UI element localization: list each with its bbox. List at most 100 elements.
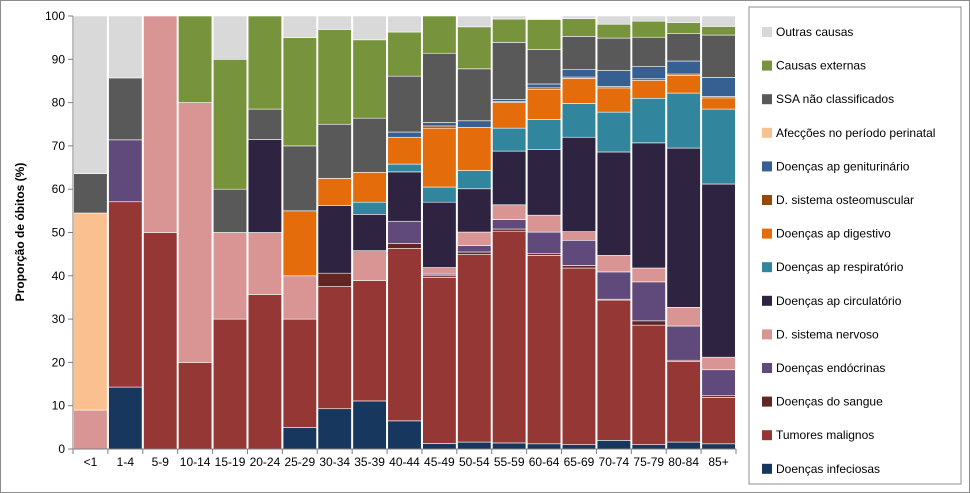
y-tick-label-6: 60: [52, 182, 66, 196]
bar-segment-10-7: [422, 127, 457, 188]
bar-segment-5-12: [247, 15, 282, 110]
legend: Outras causas Causas externas SSA não clas…: [748, 6, 962, 485]
bar-segment-1-11: [108, 77, 143, 141]
bar-segment-13-13: [527, 18, 562, 20]
bar-segment-9-3: [387, 220, 422, 244]
bar-segment-12-0: [492, 442, 527, 450]
x-tick-label-6: 25-29: [284, 455, 315, 469]
bar-segment-16-4: [631, 267, 666, 283]
legend-swatch-0: [762, 27, 772, 37]
legend-box: [748, 6, 962, 485]
y-tick-label-4: 40: [52, 269, 66, 283]
bar-segment-1-0: [108, 386, 143, 450]
legend-swatch-7: [762, 262, 772, 273]
bar-segment-17-11: [666, 33, 701, 62]
bar-segment-13-11: [527, 49, 562, 85]
bar-segment-15-13: [596, 15, 631, 25]
bar-segment-12-12: [492, 18, 527, 43]
bar-segment-17-3: [666, 325, 701, 361]
bar-segment-10-8: [422, 125, 457, 129]
bar-segment-14-11: [561, 36, 597, 70]
x-tick-label-2: 5-9: [152, 455, 170, 469]
bar-segment-9-6: [387, 163, 422, 173]
x-tick-label-16: 75-79: [633, 455, 664, 469]
bar-segment-13-12: [527, 19, 562, 50]
bar-segment-9-12: [387, 31, 422, 77]
bar-segment-13-9: [527, 83, 562, 89]
bar-segment-6-7: [282, 210, 317, 277]
bar-segment-9-13: [387, 15, 422, 33]
bar-segment-11-13: [457, 15, 492, 28]
bar-segment-11-2: [457, 251, 492, 255]
bar-segment-15-7: [596, 87, 631, 113]
bar-segment-10-6: [422, 186, 457, 203]
x-tick-label-17: 80-84: [668, 455, 699, 469]
legend-swatch-3: [762, 127, 772, 138]
bar-segment-11-7: [457, 126, 492, 171]
y-tick-label-8: 80: [52, 96, 66, 110]
bar-segment-10-0: [422, 443, 457, 450]
y-tick-label-1: 10: [52, 399, 66, 413]
bar-segment-14-7: [561, 78, 597, 104]
bar-segment-0-13: [73, 15, 108, 174]
x-tick-label-12: 55-59: [494, 455, 525, 469]
y-tick-label-3: 30: [52, 312, 66, 326]
bar-segment-18-12: [701, 26, 736, 36]
bar-segment-18-11: [701, 34, 736, 78]
bar-segment-14-2: [561, 265, 597, 269]
bar-segment-0-4: [73, 409, 108, 450]
bar-segment-9-7: [387, 136, 422, 165]
bar-segment-7-2: [317, 272, 352, 287]
bar-segment-2-4: [143, 15, 178, 233]
legend-label-10: Doenças endócrinas: [776, 361, 885, 375]
bar-segment-12-7: [492, 102, 527, 129]
bar-segment-9-0: [387, 420, 422, 450]
bar-segment-7-5: [317, 205, 352, 274]
bar-segment-16-6: [631, 97, 666, 144]
bar-segment-8-0: [352, 400, 387, 450]
bar-segment-7-12: [317, 29, 352, 125]
bar-segment-17-5: [666, 147, 701, 308]
legend-label-0: Outras causas: [776, 25, 853, 39]
bar-segment-13-4: [527, 214, 562, 233]
bar-segment-11-6: [457, 170, 492, 190]
bar-segment-18-13: [701, 15, 736, 27]
bar-segment-15-1: [596, 299, 631, 441]
bar-segment-17-6: [666, 92, 701, 149]
x-tick-label-4: 15-19: [215, 455, 246, 469]
bar-segment-13-6: [527, 119, 562, 150]
bar-segment-6-11: [282, 145, 317, 212]
x-tick-label-15: 70-74: [599, 455, 630, 469]
bar-segment-9-2: [387, 243, 422, 249]
bar-segment-16-1: [631, 324, 666, 445]
legend-label-1: Causas externas: [776, 59, 866, 73]
bar-segment-11-11: [457, 68, 492, 122]
bar-segment-14-6: [561, 103, 597, 138]
bar-segment-3-4: [178, 102, 213, 363]
bar-segment-14-3: [561, 239, 597, 266]
x-tick-label-13: 60-64: [529, 455, 560, 469]
bar-segment-16-2: [631, 320, 666, 326]
bar-segment-0-10: [73, 212, 108, 411]
legend-swatch-10: [762, 363, 772, 373]
x-tick-label-1: 1-4: [117, 455, 135, 469]
bar-segment-14-13: [561, 15, 597, 19]
bar-segment-1-1: [108, 201, 143, 388]
legend-swatch-11: [762, 396, 772, 407]
y-axis: 0 10 20 30 40 50 60 70 80 90 100: [45, 9, 74, 456]
legend-swatch-8: [762, 295, 772, 306]
bar-segment-0-11: [73, 173, 108, 214]
x-tick-label-8: 35-39: [354, 455, 385, 469]
x-tick-label-7: 30-34: [319, 455, 350, 469]
legend-swatch-1: [762, 60, 772, 71]
bar-segment-4-11: [212, 188, 248, 233]
legend-swatch-6: [762, 228, 772, 239]
x-tick-label-9: 40-44: [389, 455, 420, 469]
bar-segment-11-1: [457, 254, 492, 443]
legend-label-4: Doenças ap geniturinário: [776, 159, 910, 173]
bar-segment-8-6: [352, 201, 387, 215]
bar-segment-3-12: [178, 15, 213, 103]
bar-segment-16-12: [631, 20, 666, 38]
x-tick-label-18: 85+: [708, 455, 728, 469]
bar-segment-8-1: [352, 280, 387, 402]
